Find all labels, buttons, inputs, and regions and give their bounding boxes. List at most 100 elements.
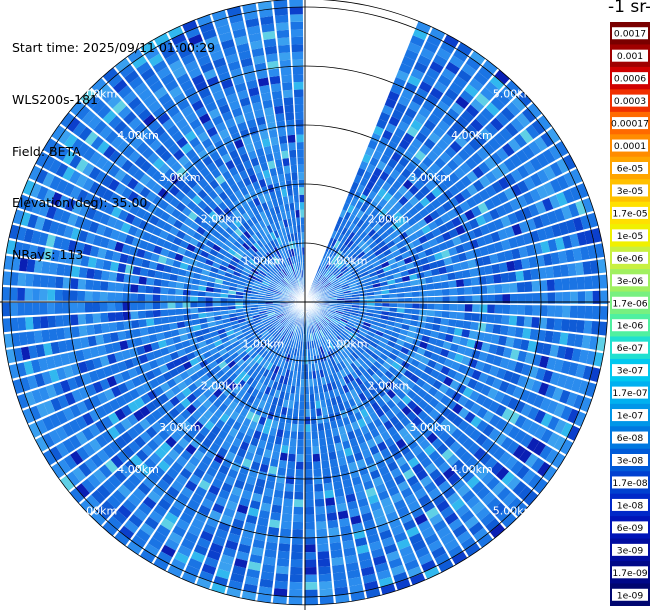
- ray-gate: [175, 455, 188, 467]
- ray-gate: [367, 386, 377, 396]
- ray-gate: [472, 304, 480, 313]
- ray-gate: [445, 387, 456, 398]
- ray-gate: [230, 410, 240, 421]
- ray-gate: [296, 371, 301, 380]
- ray-gate: [569, 186, 582, 201]
- ray-gate: [514, 209, 526, 222]
- ray-gate: [585, 291, 593, 304]
- ray-gate: [325, 283, 333, 289]
- ray-gate: [343, 290, 352, 294]
- ray-gate: [439, 273, 449, 282]
- ray-gate: [145, 426, 158, 439]
- ray-gate: [323, 327, 330, 335]
- ray-gate: [414, 487, 427, 500]
- ray-gate: [348, 280, 357, 286]
- ray-gate: [376, 227, 386, 236]
- ray-gate: [270, 136, 279, 146]
- ray-gate: [365, 249, 374, 258]
- ray-gate: [160, 287, 169, 295]
- ray-gate: [335, 495, 346, 505]
- ray-gate: [297, 431, 304, 440]
- ray-gate: [2, 318, 12, 333]
- ray-gate: [278, 135, 288, 144]
- ray-gate: [126, 540, 143, 555]
- ray-gate: [426, 34, 442, 47]
- ray-gate: [517, 375, 528, 388]
- ray-gate: [257, 439, 267, 449]
- ray-gate: [410, 573, 426, 586]
- ray-gate: [378, 465, 390, 476]
- ray-gate: [92, 291, 101, 301]
- ray-gate: [377, 522, 390, 534]
- ray-gate: [312, 446, 320, 455]
- ray-gate: [182, 302, 191, 308]
- colorbar-tick-label: 6e-08: [617, 433, 644, 444]
- ray-gate: [295, 119, 304, 128]
- ray-gate: [494, 284, 503, 294]
- ray-gate: [282, 89, 293, 98]
- colorbar-tick-label: 0.0001: [614, 141, 646, 152]
- ray-gate: [334, 271, 342, 278]
- ray-gate: [292, 355, 296, 364]
- ray-gate: [277, 128, 287, 137]
- ray-gate: [276, 120, 286, 130]
- ray-gate: [304, 589, 318, 598]
- ray-gate: [47, 302, 55, 315]
- ray-separator: [304, 301, 398, 591]
- ray-gate: [369, 210, 379, 220]
- ray-gate: [100, 281, 109, 291]
- ray-gate: [328, 333, 335, 341]
- ray-gate: [140, 549, 156, 564]
- ray-gate: [359, 343, 367, 351]
- ray-gate: [560, 360, 572, 375]
- ray-gate: [448, 518, 463, 532]
- ray-gate: [409, 374, 420, 384]
- ray-gate: [263, 487, 274, 497]
- ray-gate: [353, 428, 363, 438]
- ray-gate: [417, 520, 432, 533]
- ray-gate: [596, 336, 606, 352]
- ray-gate: [286, 408, 293, 417]
- ray-gate: [419, 309, 428, 316]
- ray-separator: [68, 301, 306, 493]
- ray-gate: [339, 332, 348, 339]
- ray-gate: [288, 142, 296, 151]
- ray-gate: [471, 286, 480, 295]
- ray-gate: [371, 320, 380, 327]
- ray-gate: [390, 83, 403, 95]
- ray-gate: [277, 467, 286, 476]
- ray-gate: [210, 374, 220, 384]
- ray-gate: [190, 302, 198, 308]
- ray-gate: [318, 266, 324, 274]
- ray-gate: [456, 345, 467, 355]
- ray-gate: [2, 271, 12, 286]
- ray-gate: [362, 573, 377, 584]
- ray-gate: [364, 225, 373, 234]
- ray-gate: [514, 327, 524, 338]
- ray-gate: [308, 378, 314, 387]
- ray-gate: [505, 122, 519, 137]
- ray-gate: [517, 165, 530, 179]
- ray-gate: [431, 324, 441, 332]
- ray-gate: [281, 336, 287, 344]
- ray-gate: [39, 288, 48, 301]
- ray-gate: [372, 508, 385, 519]
- ray-gate: [401, 114, 414, 126]
- ray-gate: [369, 469, 381, 480]
- ray-gate: [391, 432, 402, 443]
- ray-gate: [346, 321, 355, 328]
- ray-gate: [193, 467, 205, 479]
- ray-gate: [342, 478, 353, 488]
- ray-gate: [436, 259, 446, 268]
- ray-gate: [448, 246, 458, 256]
- colorbar-tick-label: 3e-06: [617, 276, 644, 287]
- ray-separator: [304, 301, 581, 429]
- ray-gate: [96, 484, 111, 499]
- ray-gate: [462, 221, 473, 233]
- ray-gate: [599, 274, 608, 289]
- ray-gate: [354, 537, 368, 547]
- ray-gate: [223, 397, 233, 407]
- ray-gate: [325, 271, 332, 279]
- ray-gate: [435, 339, 445, 348]
- ray-gate: [456, 383, 467, 395]
